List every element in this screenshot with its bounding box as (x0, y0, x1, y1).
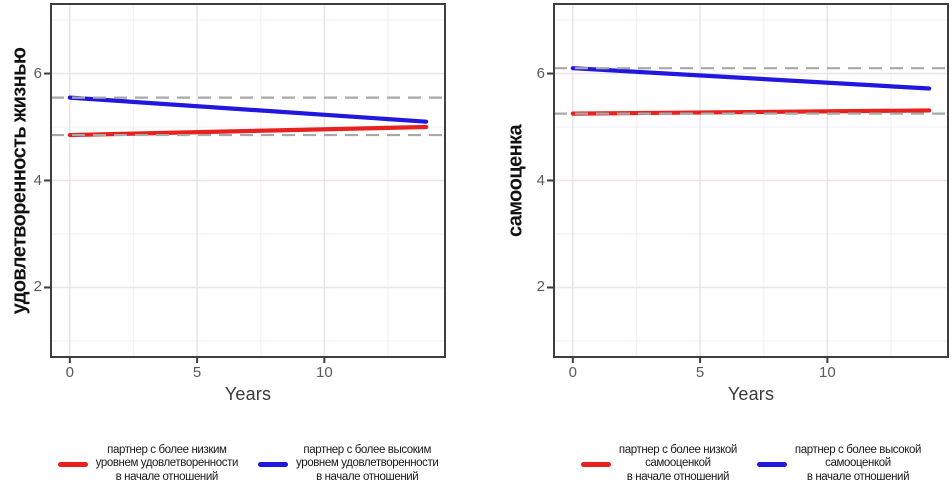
x-tick-label: 10 (819, 364, 836, 381)
series-line (570, 108, 932, 116)
y-tick-label: 2 (536, 278, 545, 296)
legend-label: партнер с более низким уровнем удовлетво… (95, 443, 239, 483)
x-tick-label: 0 (568, 364, 577, 381)
legend-swatch (580, 461, 611, 467)
legend-label: партнер с более высоким уровнем удовлетв… (296, 443, 439, 483)
legend-label: партнер с более высокой самооценкой в на… (794, 443, 922, 483)
x-tick-label: 5 (695, 364, 705, 381)
plot-panel (44, 3, 446, 363)
y-tick-label: 4 (536, 171, 545, 189)
series-line (67, 95, 429, 124)
plot-panel (547, 3, 949, 363)
series-line (67, 124, 429, 138)
x-tick-label: 0 (65, 364, 74, 381)
x-tick-label: 10 (316, 364, 333, 381)
x-axis-title: Years (727, 384, 775, 404)
chart-self-esteem: самооценка Years партнер с более низкой … (476, 0, 952, 504)
legend-swatch (258, 461, 288, 467)
legend-item: партнер с более низким уровнем удовлетво… (57, 443, 239, 485)
legend-item: партнер с более высоким уровнем удовлетв… (258, 443, 439, 485)
series-line (570, 66, 932, 91)
y-tick-label: 6 (33, 64, 42, 82)
legend-swatch (57, 461, 88, 467)
legend-item: партнер с более высокой самооценкой в на… (756, 443, 922, 485)
legend-swatch (756, 461, 787, 467)
y-tick-label: 2 (33, 278, 42, 296)
legend-label: партнер с более низкой самооценкой в нач… (618, 443, 737, 483)
y-tick-label: 4 (33, 171, 42, 189)
legend-item: партнер с более низкой самооценкой в нач… (580, 443, 737, 485)
x-axis-title: Years (224, 384, 272, 404)
legend: партнер с более низким уровнем удовлетво… (51, 438, 445, 490)
legend: партнер с более низкой самооценкой в нач… (554, 438, 948, 490)
x-tick-label: 5 (192, 364, 202, 381)
chart-life-satisfaction: удовлетворенность жизнью Years партнер с… (9, 3, 446, 490)
y-tick-label: 6 (536, 64, 545, 82)
